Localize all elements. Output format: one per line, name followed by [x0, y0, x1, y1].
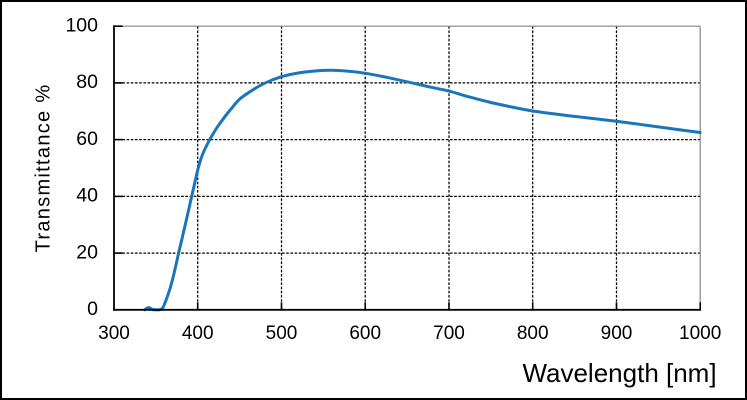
svg-text:400: 400	[182, 323, 214, 344]
svg-text:Transmittance %: Transmittance %	[33, 84, 55, 253]
svg-text:800: 800	[517, 323, 549, 344]
svg-text:20: 20	[76, 241, 98, 263]
svg-text:40: 40	[76, 185, 98, 207]
svg-text:500: 500	[266, 323, 298, 344]
svg-text:700: 700	[433, 323, 465, 344]
svg-text:600: 600	[349, 323, 381, 344]
svg-text:1000: 1000	[679, 323, 721, 344]
svg-text:Wavelength [nm]: Wavelength [nm]	[522, 358, 716, 388]
svg-text:100: 100	[65, 14, 98, 36]
svg-text:80: 80	[76, 71, 98, 93]
svg-text:900: 900	[601, 323, 633, 344]
svg-text:300: 300	[98, 323, 130, 344]
svg-text:0: 0	[87, 298, 98, 320]
svg-text:60: 60	[76, 128, 98, 150]
